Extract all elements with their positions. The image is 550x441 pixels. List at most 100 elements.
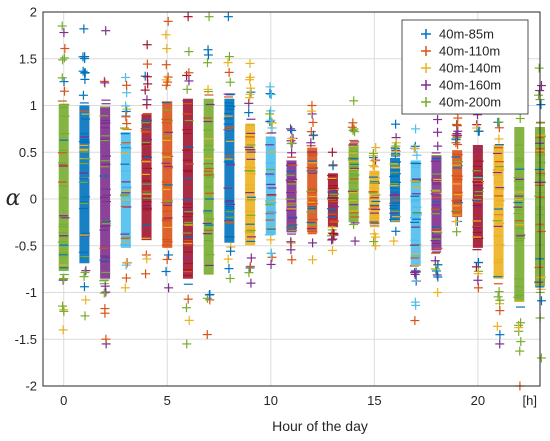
data-point [202,330,212,340]
data-point [225,77,235,87]
data-point [453,140,463,150]
data-point [57,21,67,31]
y-axis-title: α [6,186,21,211]
data-point [453,130,463,140]
data-point [266,235,276,245]
data-point [474,126,484,136]
x-tick-label: 10 [264,393,278,408]
data-point [121,72,131,82]
data-point [495,306,505,316]
data-point [433,272,443,282]
data-point [80,52,90,62]
hour-core-band [514,127,525,302]
data-point [142,40,152,50]
data-point [60,43,70,53]
data-point [59,77,69,87]
data-point [536,100,546,110]
data-point [412,150,422,160]
hour-core-band [100,106,111,279]
data-point [59,28,69,38]
data-point [327,147,337,157]
data-point [473,275,483,285]
legend-item: 40m-110m [421,44,500,59]
data-point [534,90,544,100]
hour-core-band [79,105,90,264]
data-point [101,334,111,344]
data-point [58,274,68,284]
data-point [389,236,399,246]
data-point [101,287,111,297]
data-point [451,134,461,144]
data-point [452,129,462,139]
data-point [204,12,214,22]
data-point [494,117,504,127]
data-point [411,124,421,134]
hour-core-band [224,98,235,243]
data-point [286,124,296,134]
data-point [161,30,171,40]
data-point [142,59,152,69]
hour-core-band [120,132,131,248]
data-point [514,323,524,333]
data-point [121,112,131,122]
data-point [79,282,89,292]
data-point [267,252,277,262]
hour-core-band [348,145,359,223]
data-point [495,330,505,340]
data-points [57,12,546,391]
data-point [410,144,420,154]
data-point [101,26,111,36]
hour-core-band [431,155,442,251]
data-point [162,77,172,87]
data-point [122,119,132,129]
data-point [451,217,461,227]
data-point [224,264,234,274]
data-point [245,58,255,68]
data-point [120,283,130,293]
legend-label: 40m-200m [439,95,501,110]
hour-core-band [182,98,193,279]
legend-item: 40m-140m [421,61,501,76]
data-point [245,72,255,82]
data-point [80,311,90,321]
data-point [410,269,420,279]
legend: 40m-85m 40m-110m 40m-140m 40m-160m 40m-200m [401,19,529,115]
data-point [391,141,401,151]
data-point [246,83,256,93]
x-axis-title: Hour of the day [272,418,368,434]
data-point [99,288,109,298]
data-point [246,278,256,288]
data-point [100,304,110,314]
x-tick-label: 0 [60,393,67,408]
data-point [453,113,463,123]
data-point [183,294,193,304]
data-point [244,268,254,278]
legend-label: 40m-160m [439,78,501,93]
data-point [287,125,297,135]
data-point [287,134,297,144]
legend-item: 40m-85m [421,27,494,42]
data-point [430,256,440,266]
data-point [161,60,171,70]
data-point [369,237,379,247]
x-tick-label: 15 [367,393,381,408]
data-point [184,68,194,78]
data-point [495,339,505,349]
data-point [79,272,89,282]
data-point [286,245,296,255]
data-point [452,227,462,237]
y-tick-label: 1.5 [19,51,37,66]
legend-item: 40m-160m [421,78,501,93]
data-point [203,84,213,94]
data-point [328,228,338,238]
data-point [433,115,443,125]
y-tick-label: 2 [30,5,37,20]
data-point [266,115,276,125]
legend-label: 40m-110m [439,44,500,59]
data-point [205,290,215,300]
data-point [473,258,483,268]
data-point [100,78,110,88]
data-point [81,295,91,305]
data-point [433,141,443,151]
